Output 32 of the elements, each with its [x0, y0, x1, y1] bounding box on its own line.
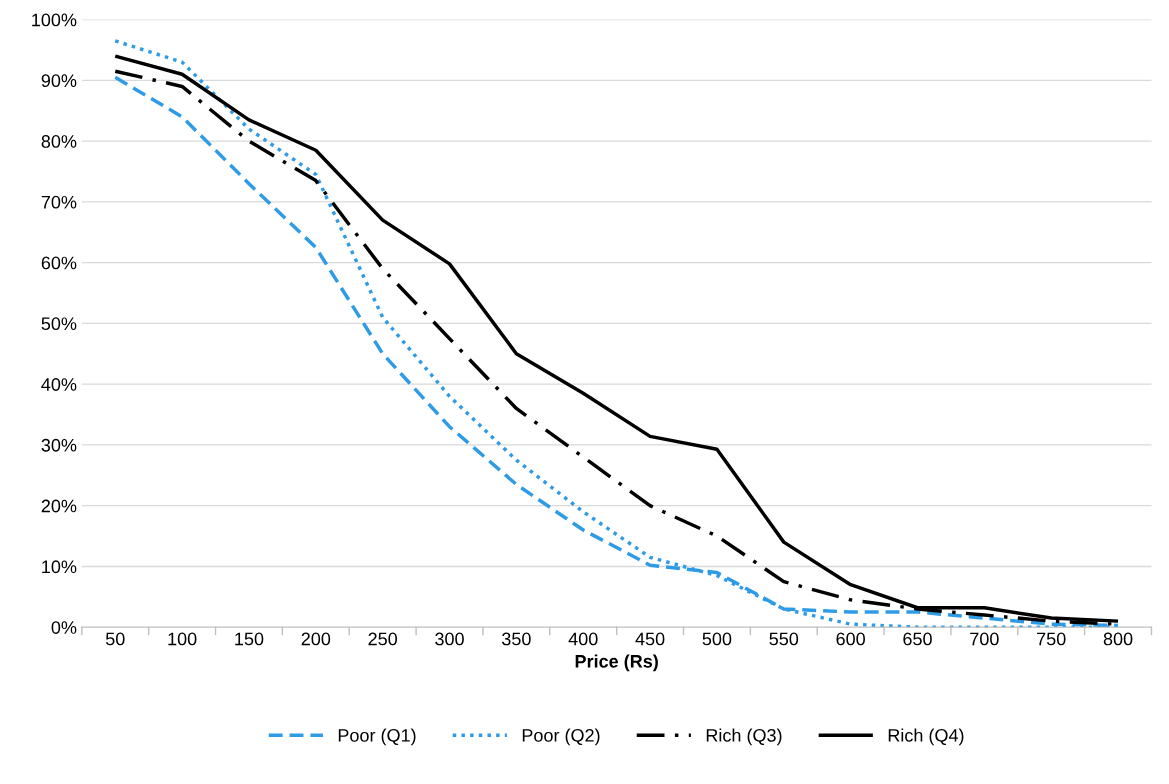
y-tick-label: 30%	[41, 438, 77, 452]
legend-label: Rich (Q3)	[706, 728, 782, 746]
x-tick-label: 200	[301, 632, 331, 646]
x-tick-label: 350	[502, 632, 531, 646]
legend-label: Poor (Q2)	[522, 728, 600, 746]
y-tick-label: 40%	[41, 378, 77, 391]
x-tick-label: 100	[168, 632, 197, 646]
y-tick-label: 60%	[41, 256, 77, 270]
x-tick-label: 750	[1037, 632, 1066, 646]
x-axis-title: Price (Rs)	[575, 654, 658, 672]
x-tick-label: 150	[235, 632, 264, 646]
legend-label: Poor (Q1)	[338, 728, 416, 746]
x-tick-label: 650	[903, 632, 932, 646]
legend-label: Rich (Q4)	[888, 728, 964, 746]
x-tick-label: 800	[1103, 632, 1133, 646]
y-tick-label: 90%	[41, 74, 77, 88]
x-tick-label: 550	[769, 632, 799, 646]
y-tick-label: 0%	[51, 621, 77, 634]
x-tick-label: 400	[568, 632, 598, 646]
y-tick-label: 20%	[41, 499, 77, 513]
y-tick-label: 10%	[42, 560, 77, 574]
x-tick-label: 600	[836, 632, 865, 646]
y-tick-label: 80%	[41, 135, 77, 148]
x-tick-label: 300	[435, 632, 464, 646]
x-tick-label: 700	[970, 632, 999, 646]
y-tick-label: 50%	[41, 317, 77, 331]
y-tick-label: 70%	[41, 195, 77, 209]
y-tick-label: 100%	[32, 13, 77, 27]
x-tick-label: 500	[702, 632, 732, 646]
x-tick-label: 50	[105, 632, 125, 646]
x-tick-label: 450	[635, 632, 665, 646]
x-tick-label: 250	[368, 632, 398, 646]
